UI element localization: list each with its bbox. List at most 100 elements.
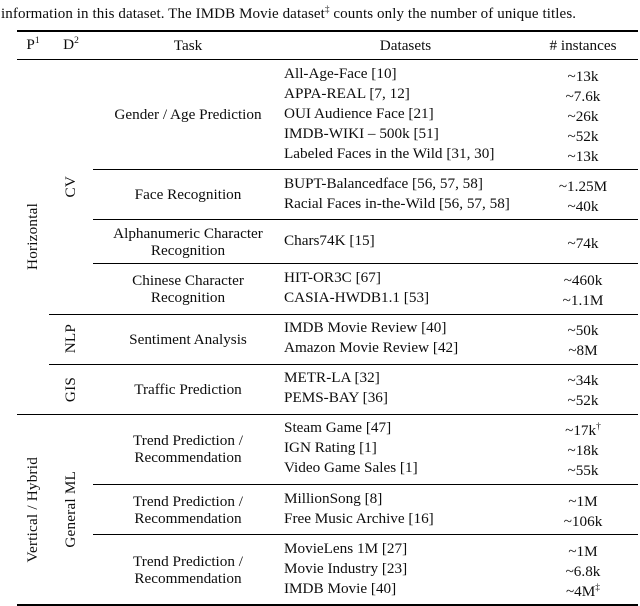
partition-cell: Vertical / Hybrid <box>17 415 49 605</box>
dataset-cell: METR-LA [32] <box>284 369 380 387</box>
header-domain-label: D <box>63 36 75 54</box>
dataset-cell: Amazon Movie Review [42] <box>284 339 459 357</box>
header-partition-label: P <box>26 36 35 54</box>
dataset-cell: Chars74K [15] <box>284 231 375 249</box>
dataset-rows: All-Age-Face [10] ~13k APPA-REAL [7, 12] ~7… <box>283 65 638 165</box>
task-label: Chinese Character Recognition <box>132 272 244 306</box>
instances-cell: ~8M <box>528 339 638 359</box>
domain-group: CV Gender / Age Prediction All-Age-Face [1… <box>49 60 638 314</box>
domain-group: GIS Traffic Prediction METR-LA [32] ~34k PEM… <box>49 363 638 414</box>
task-block: Trend Prediction / Recommendation MovieLe… <box>93 534 638 604</box>
domain-body: Trend Prediction / Recommendation Steam G… <box>93 415 638 605</box>
instances-value: ~106k <box>563 512 603 530</box>
task-block: Face Recognition BUPT-Balancedface [56, 5… <box>93 169 638 219</box>
header-instances: # instances <box>549 36 617 54</box>
table-row: Video Game Sales [1] ~55k <box>283 459 638 479</box>
header-partition-sup: 1 <box>34 36 40 47</box>
dataset-cell: OUI Audience Face [21] <box>284 104 434 122</box>
task-cell: Sentiment Analysis <box>93 319 283 359</box>
task-cell: Face Recognition <box>93 175 283 215</box>
instances-cell: ~17k† <box>528 419 638 439</box>
table-row: OUI Audience Face [21] ~26k <box>283 105 638 125</box>
instances-value: ~4M <box>565 582 596 600</box>
dataset-cell: PEMS-BAY [36] <box>284 389 388 407</box>
table-row: Free Music Archive [16] ~106k <box>283 510 638 530</box>
instances-cell: ~7.6k <box>528 85 638 105</box>
datasets-table: P1 D2 Task Datasets # instances Horizont… <box>17 30 638 606</box>
dataset-rows: BUPT-Balancedface [56, 57, 58] ~1.25M Raci… <box>283 175 638 215</box>
task-label: Traffic Prediction <box>134 380 242 398</box>
instances-value: ~13k <box>567 67 599 85</box>
domain-label: GIS <box>62 376 79 402</box>
caption-footnote-mark: ‡ <box>324 4 330 14</box>
dataset-cell: All-Age-Face [10] <box>284 64 397 82</box>
domain-cell: CV <box>49 60 93 314</box>
header-task: Task <box>173 36 203 54</box>
table-row: CASIA-HWDB1.1 [53] ~1.1M <box>283 289 638 309</box>
instances-value: ~1.1M <box>562 292 604 310</box>
instances-cell: ~34k <box>528 369 638 389</box>
instances-value: ~52k <box>567 127 599 145</box>
instances-value: ~1M <box>568 492 598 510</box>
instances-cell: ~13k <box>528 145 638 165</box>
task-block: Chinese Character Recognition HIT-OR3C [6… <box>93 263 638 313</box>
caption-before: information in this dataset. The IMDB Mo… <box>1 6 325 22</box>
instances-cell: ~52k <box>528 389 638 409</box>
table-row: IMDB Movie Review [40] ~50k <box>283 319 638 339</box>
domain-group: General ML Trend Prediction / Recommendat… <box>49 415 638 605</box>
domain-label: NLP <box>62 324 79 354</box>
task-cell: Trend Prediction / Recommendation <box>93 490 283 530</box>
partition-body: General ML Trend Prediction / Recommendat… <box>49 415 638 605</box>
table-row: MovieLens 1M [27] ~1M <box>283 540 638 560</box>
instances-value: ~13k <box>567 147 599 165</box>
task-label: Sentiment Analysis <box>129 330 247 348</box>
table-row: APPA-REAL [7, 12] ~7.6k <box>283 85 638 105</box>
domain-cell: General ML <box>49 415 93 605</box>
dataset-rows: MillionSong [8] ~1M Free Music Archive [16… <box>283 490 638 530</box>
task-label: Face Recognition <box>134 186 242 204</box>
task-block: Trend Prediction / Recommendation Steam G… <box>93 415 638 484</box>
instances-value: ~40k <box>567 197 599 215</box>
domain-label: General ML <box>62 471 79 548</box>
table-row: IMDB-WIKI – 500k [51] ~52k <box>283 125 638 145</box>
caption-text: information in this dataset. The IMDB Mo… <box>0 0 640 23</box>
domain-cell: NLP <box>49 315 93 364</box>
task-cell: Trend Prediction / Recommendation <box>93 540 283 600</box>
dataset-rows: Steam Game [47] ~17k† IGN Rating [1] ~18k Vi… <box>283 419 638 479</box>
partition-label: Vertical / Hybrid <box>24 456 41 563</box>
partition-section: Horizontal CV Gender / Age Prediction All-A… <box>17 60 638 414</box>
dataset-cell: MillionSong [8] <box>284 489 383 507</box>
dataset-cell: Movie Industry [23] <box>284 559 408 577</box>
task-cell: Trend Prediction / Recommendation <box>93 419 283 479</box>
header-domain: D2 <box>49 36 93 54</box>
dataset-cell: BUPT-Balancedface [56, 57, 58] <box>284 174 483 192</box>
domain-body: Gender / Age Prediction All-Age-Face [10]… <box>93 60 638 314</box>
domain-body: Sentiment Analysis IMDB Movie Review [40]… <box>93 315 638 364</box>
partition-cell: Horizontal <box>17 60 49 414</box>
task-label: Trend Prediction / Recommendation <box>133 492 243 527</box>
dataset-cell: APPA-REAL [7, 12] <box>284 84 410 102</box>
partition-label: Horizontal <box>24 203 41 271</box>
instances-cell: ~460k <box>528 269 638 289</box>
table-row: IGN Rating [1] ~18k <box>283 439 638 459</box>
dataset-cell: IMDB-WIKI – 500k [51] <box>284 124 439 142</box>
instances-cell: ~1.1M <box>528 289 638 309</box>
table-row: Amazon Movie Review [42] ~8M <box>283 339 638 359</box>
task-block: Traffic Prediction METR-LA [32] ~34k PEMS-B… <box>93 365 638 414</box>
task-cell: Alphanumeric Character Recognition <box>93 225 283 259</box>
dataset-cell: IMDB Movie [40] <box>284 579 397 597</box>
header-partition: P1 <box>17 36 49 54</box>
task-block: Gender / Age Prediction All-Age-Face [10]… <box>93 60 638 169</box>
instances-value: ~460k <box>563 272 603 289</box>
instances-cell: ~40k <box>528 195 638 215</box>
table-row: All-Age-Face [10] ~13k <box>283 65 638 85</box>
instances-cell: ~55k <box>528 459 638 480</box>
instances-value: ~17k <box>565 422 597 440</box>
instances-cell: ~106k <box>528 510 638 530</box>
instances-value: ~55k <box>567 462 599 480</box>
task-label: Trend Prediction / Recommendation <box>133 552 243 587</box>
instances-value: ~6.8k <box>565 562 601 580</box>
instances-cell: ~1.25M <box>528 175 638 195</box>
task-label: Trend Prediction / Recommendation <box>133 432 243 467</box>
task-label: Gender / Age Prediction <box>114 106 262 124</box>
